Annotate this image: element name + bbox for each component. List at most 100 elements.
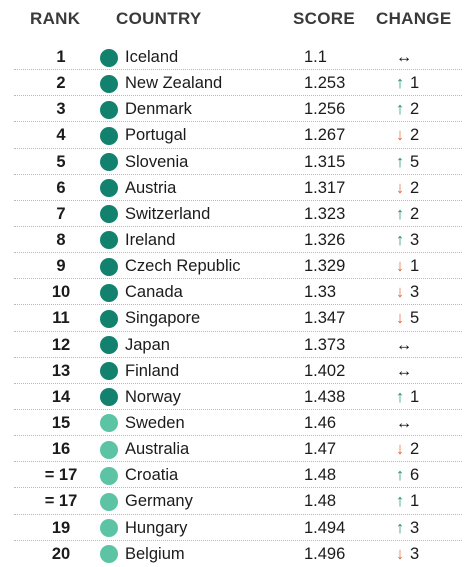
score-category-dot-icon [100,492,118,511]
table-row: 6 Austria 1.317 ↓ 2 [0,175,476,201]
score-category-dot-icon [100,545,118,564]
table-row: 4 Portugal 1.267 ↓ 2 [0,122,476,149]
country-cell: Norway [125,387,181,406]
change-value: 2 [410,126,420,145]
change-cell: ↑ 3 [393,515,453,541]
score-cell: 1.253 [304,74,346,93]
table-row: = 17 Croatia 1.48 ↑ 6 [0,462,476,489]
country-cell: Australia [125,440,190,459]
change-value: 1 [410,257,420,276]
change-value: 3 [410,230,420,249]
table-row: 5 Slovenia 1.315 ↑ 5 [0,149,476,175]
score-category-dot-icon [100,388,118,407]
table-row: 19 Hungary 1.494 ↑ 3 [0,515,476,541]
change-value: 3 [410,544,420,563]
rank-cell: 10 [51,283,71,302]
table-row: 13 Finland 1.402 ↔ [0,358,476,384]
change-cell: ↔ [393,44,453,70]
score-cell: 1.47 [304,440,337,459]
score-cell: 1.402 [304,361,346,380]
change-value: 1 [410,492,420,511]
score-cell: 1.256 [304,100,346,119]
score-category-dot-icon [100,309,118,328]
rank-cell: 3 [56,100,66,119]
change-cell: ↓ 5 [393,305,453,331]
score-cell: 1.438 [304,387,346,406]
country-cell: Switzerland [125,204,211,223]
score-cell: 1.323 [304,204,346,223]
country-cell: Denmark [125,100,192,119]
country-cell: Austria [125,178,177,197]
country-cell: Singapore [125,309,201,328]
rank-cell: 1 [56,48,66,66]
arrow-up-icon: ↑ [395,466,405,485]
score-category-dot-icon [100,519,118,538]
arrow-down-icon: ↓ [395,178,405,197]
rank-column-header: RANK [30,9,81,28]
arrow-down-icon: ↓ [395,283,405,302]
arrow-down-icon: ↓ [395,544,405,563]
rank-cell: 8 [56,230,66,249]
table-header: RANK COUNTRY SCORE CHANGE [0,6,476,32]
rank-cell: 7 [56,204,66,223]
change-cell: ↑ 2 [393,96,453,122]
rank-cell: 6 [56,178,66,197]
table-row: = 17 Germany 1.48 ↑ 1 [0,488,476,515]
rank-cell: 4 [56,126,66,145]
change-cell: ↑ 1 [393,488,453,514]
score-category-dot-icon [100,257,118,276]
change-cell: ↓ 2 [393,122,453,148]
score-category-dot-icon [100,126,118,145]
change-cell: ↑ 6 [393,462,453,488]
rank-cell: 13 [51,361,71,380]
score-column-header: SCORE [293,9,355,28]
score-cell: 1.496 [304,544,346,563]
country-cell: Croatia [125,466,179,485]
change-value: 2 [410,100,420,119]
change-value: 1 [410,74,420,93]
change-cell: ↓ 1 [393,253,453,279]
change-cell: ↓ 3 [393,541,453,567]
country-cell: New Zealand [125,74,223,93]
arrow-up-icon: ↑ [395,230,405,249]
table-row: 1 Iceland 1.1 ↔ [0,44,476,71]
country-cell: Sweden [125,413,185,432]
change-cell: ↓ 2 [393,436,453,462]
score-cell: 1.373 [304,335,346,354]
country-cell: Finland [125,361,180,380]
change-cell: ↑ 3 [393,227,453,253]
arrow-left-right-icon: ↔ [395,361,413,380]
country-cell: Slovenia [125,152,189,171]
table-row: 7 Switzerland 1.323 ↑ 2 [0,201,476,228]
score-category-dot-icon [100,74,118,93]
change-cell: ↔ [393,358,453,384]
table-body: 1 Iceland 1.1 ↔ 2 New Zealand 1.253 ↑ 1 3 Denmark 1… [0,44,476,567]
country-cell: Portugal [125,126,187,145]
rank-cell: 20 [51,544,71,563]
country-cell: Japan [125,335,170,354]
score-cell: 1.317 [304,178,346,197]
rank-cell: 15 [51,413,71,432]
score-category-dot-icon [100,48,118,67]
arrow-up-icon: ↑ [395,100,405,119]
change-cell: ↑ 5 [393,149,453,175]
rank-cell: 14 [51,387,71,406]
score-category-dot-icon [100,440,118,459]
change-cell: ↔ [393,410,453,436]
country-cell: Belgium [125,544,185,563]
score-category-dot-icon [100,153,118,172]
score-cell: 1.315 [304,152,346,171]
arrow-left-right-icon: ↔ [395,335,413,354]
score-category-dot-icon [100,205,118,224]
country-column-header: COUNTRY [116,9,202,28]
score-category-dot-icon [100,414,118,433]
score-cell: 1.48 [304,492,337,511]
change-value: 5 [410,309,420,328]
table-row: 14 Norway 1.438 ↑ 1 [0,384,476,411]
country-cell: Germany [125,492,193,511]
arrow-up-icon: ↑ [395,204,405,223]
score-category-dot-icon [100,362,118,381]
change-cell: ↑ 2 [393,201,453,227]
score-category-dot-icon [100,179,118,198]
table-row: 16 Australia 1.47 ↓ 2 [0,436,476,463]
